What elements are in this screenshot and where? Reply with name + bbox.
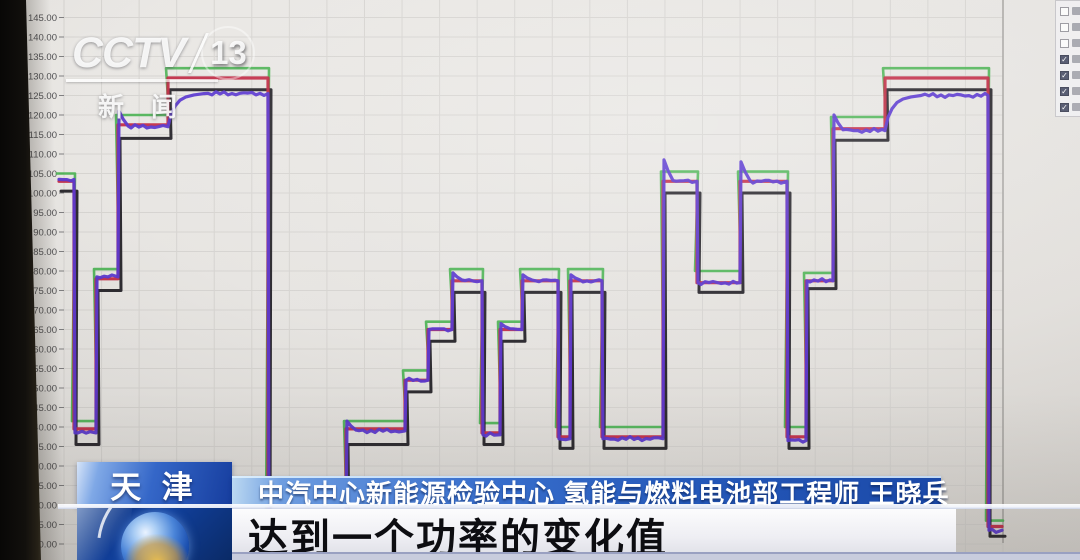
y-axis-tick-label: 100.00 (28, 189, 57, 200)
y-axis-tick-label: 125.00 (28, 91, 57, 102)
checkbox-checked-icon[interactable]: ✓ (1060, 86, 1069, 96)
y-axis-tick-label: 120.00 (28, 111, 57, 122)
location-text: 天 津 (110, 470, 199, 505)
legend-row (1056, 35, 1080, 51)
y-axis-tick-label: 90.00 (33, 228, 57, 239)
legend-row (1056, 19, 1080, 35)
legend-label-cropped (1072, 71, 1080, 79)
trace-black (59, 88, 1007, 538)
y-axis-tick-label: 75.00 (33, 286, 57, 297)
y-axis-tick-label: 10.00 (33, 540, 57, 551)
legend-row: ✓ (1056, 51, 1080, 67)
channel-circle-icon (201, 26, 256, 80)
y-axis-tick-label: 110.00 (29, 150, 57, 161)
cctv-logo-text: CCTV (72, 28, 186, 77)
legend-label-cropped (1072, 39, 1080, 47)
y-axis-tick-label: 60.00 (33, 345, 57, 356)
y-axis-tick-label: 35.00 (33, 442, 57, 453)
y-axis-tick-label: 70.00 (33, 306, 57, 317)
y-axis-tick-label: 145.00 (28, 13, 57, 24)
y-axis-tick-label: 95.00 (33, 208, 57, 219)
legend-row (1056, 3, 1080, 19)
y-axis-tick-label: 140.00 (28, 33, 57, 44)
checkbox-checked-icon[interactable]: ✓ (1060, 102, 1069, 112)
y-axis-tick-label: 105.00 (28, 169, 57, 180)
banner-divider-line (58, 504, 1080, 509)
cctv13-watermark: CCTV 13 新闻 (66, 26, 256, 124)
y-axis-tick-label: 55.00 (33, 364, 57, 375)
trace-blue (57, 90, 1004, 535)
y-axis-tick-label: 15.00 (33, 520, 57, 531)
checkbox-unchecked-icon[interactable] (1060, 38, 1069, 48)
y-axis-tick-label: 20.00 (33, 501, 57, 512)
legend-row: ✓ (1056, 99, 1080, 115)
legend-row: ✓ (1056, 83, 1080, 99)
y-axis-tick-label: 65.00 (33, 325, 57, 336)
legend-label-cropped (1072, 103, 1080, 111)
y-axis-tick-label: 115.00 (29, 130, 57, 141)
trace-red (57, 76, 1004, 529)
location-badge: 天 津 (77, 462, 232, 507)
checkbox-unchecked-icon[interactable] (1060, 6, 1069, 16)
legend-row: ✓ (1056, 67, 1080, 83)
y-axis-tick-label: 45.00 (33, 403, 57, 414)
y-axis-tick-label: 50.00 (33, 384, 57, 395)
ticker-strip (232, 552, 1080, 560)
cctv-globe-logo (77, 508, 232, 560)
y-axis-tick-label: 40.00 (33, 423, 57, 434)
legend-label-cropped (1072, 7, 1080, 15)
logo-underline (66, 79, 218, 82)
legend-label-cropped (1072, 87, 1080, 95)
speaker-title-bar: 中汽中心新能源检验中心 氢能与燃料电池部工程师 王晓兵 (232, 476, 948, 509)
legend-label-cropped (1072, 55, 1080, 63)
y-axis-tick-label: 135.00 (28, 52, 57, 63)
checkbox-checked-icon[interactable]: ✓ (1060, 54, 1069, 64)
checkbox-unchecked-icon[interactable] (1060, 22, 1069, 32)
logo-subtitle-xinwen: 新闻 (98, 92, 205, 122)
legend-label-cropped (1072, 23, 1080, 31)
y-axis-tick-label: 80.00 (33, 267, 57, 278)
cctv-logo-row: CCTV 13 (72, 26, 256, 80)
y-axis-tick-label: 30.00 (33, 462, 57, 473)
y-axis-tick-label: 25.00 (33, 481, 57, 492)
y-axis-tick-label: 85.00 (33, 247, 57, 258)
trace-green (55, 66, 1005, 522)
channel-number: 13 (201, 26, 256, 80)
y-axis-tick-label: 130.00 (28, 72, 57, 83)
checkbox-checked-icon[interactable]: ✓ (1060, 70, 1069, 80)
legend-panel: ✓ ✓ ✓ ✓ (1055, 0, 1080, 117)
